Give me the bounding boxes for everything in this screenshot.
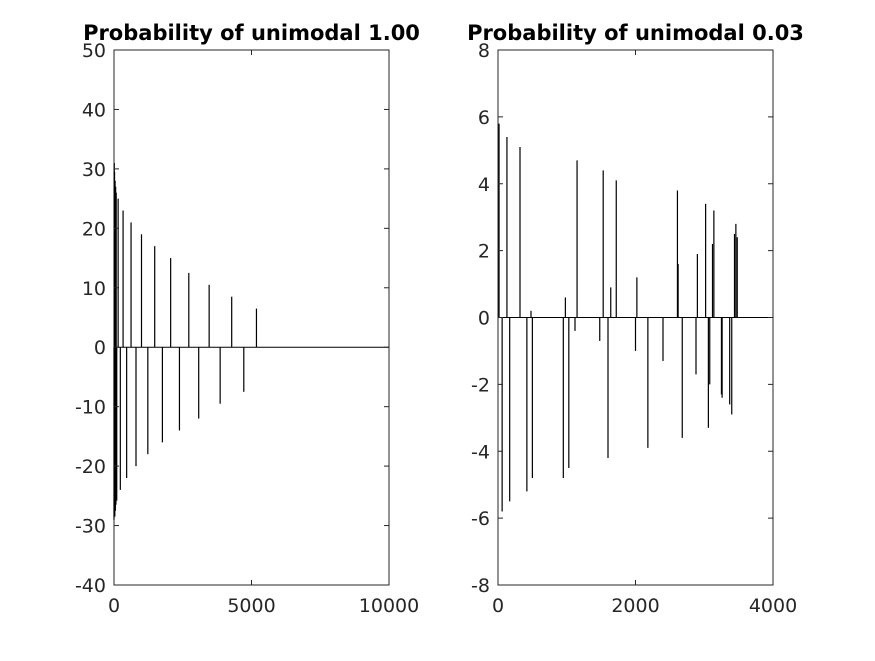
panel-1-ytick-label: -40 xyxy=(75,575,106,597)
panel-1-ytick-label: 20 xyxy=(82,218,106,240)
panel-1-ytick-label: 30 xyxy=(82,159,106,181)
panel-2-xtick-label: 4000 xyxy=(749,595,797,617)
panel-1-ytick-label: 40 xyxy=(82,99,106,121)
panel-2-title: Probability of unimodal 0.03 xyxy=(467,21,804,45)
panel-1-ytick-label: 10 xyxy=(82,278,106,300)
panel-1-xtick-label: 5000 xyxy=(227,595,275,617)
panel-2-xtick-label: 2000 xyxy=(611,595,659,617)
panel-2-ytick-label: 2 xyxy=(478,241,490,263)
panel-2-ytick-label: -2 xyxy=(471,374,490,396)
panel-1-ytick-label: -10 xyxy=(75,397,106,419)
panel-1-title: Probability of unimodal 1.00 xyxy=(83,21,420,45)
panel-2-ytick-label: -6 xyxy=(471,508,490,530)
panel-1-ytick-label: 0 xyxy=(94,337,106,359)
panel-2-ytick-label: -4 xyxy=(471,441,490,463)
panel-2-ytick-label: -8 xyxy=(471,575,490,597)
panel-2-ytick-label: 0 xyxy=(478,308,490,330)
panel-2-ytick-label: 6 xyxy=(478,107,490,129)
panel-1-xtick-label: 10000 xyxy=(359,595,419,617)
panel-2-ytick-label: 4 xyxy=(478,174,490,196)
panel-1-ytick-label: 50 xyxy=(82,40,106,62)
panel-1-xtick-label: 0 xyxy=(108,595,120,617)
panel-1-ytick-label: -30 xyxy=(75,516,106,538)
panel-2-ytick-label: 8 xyxy=(478,40,490,62)
panel-1-ytick-label: -20 xyxy=(75,456,106,478)
panel-2-xtick-label: 0 xyxy=(492,595,504,617)
